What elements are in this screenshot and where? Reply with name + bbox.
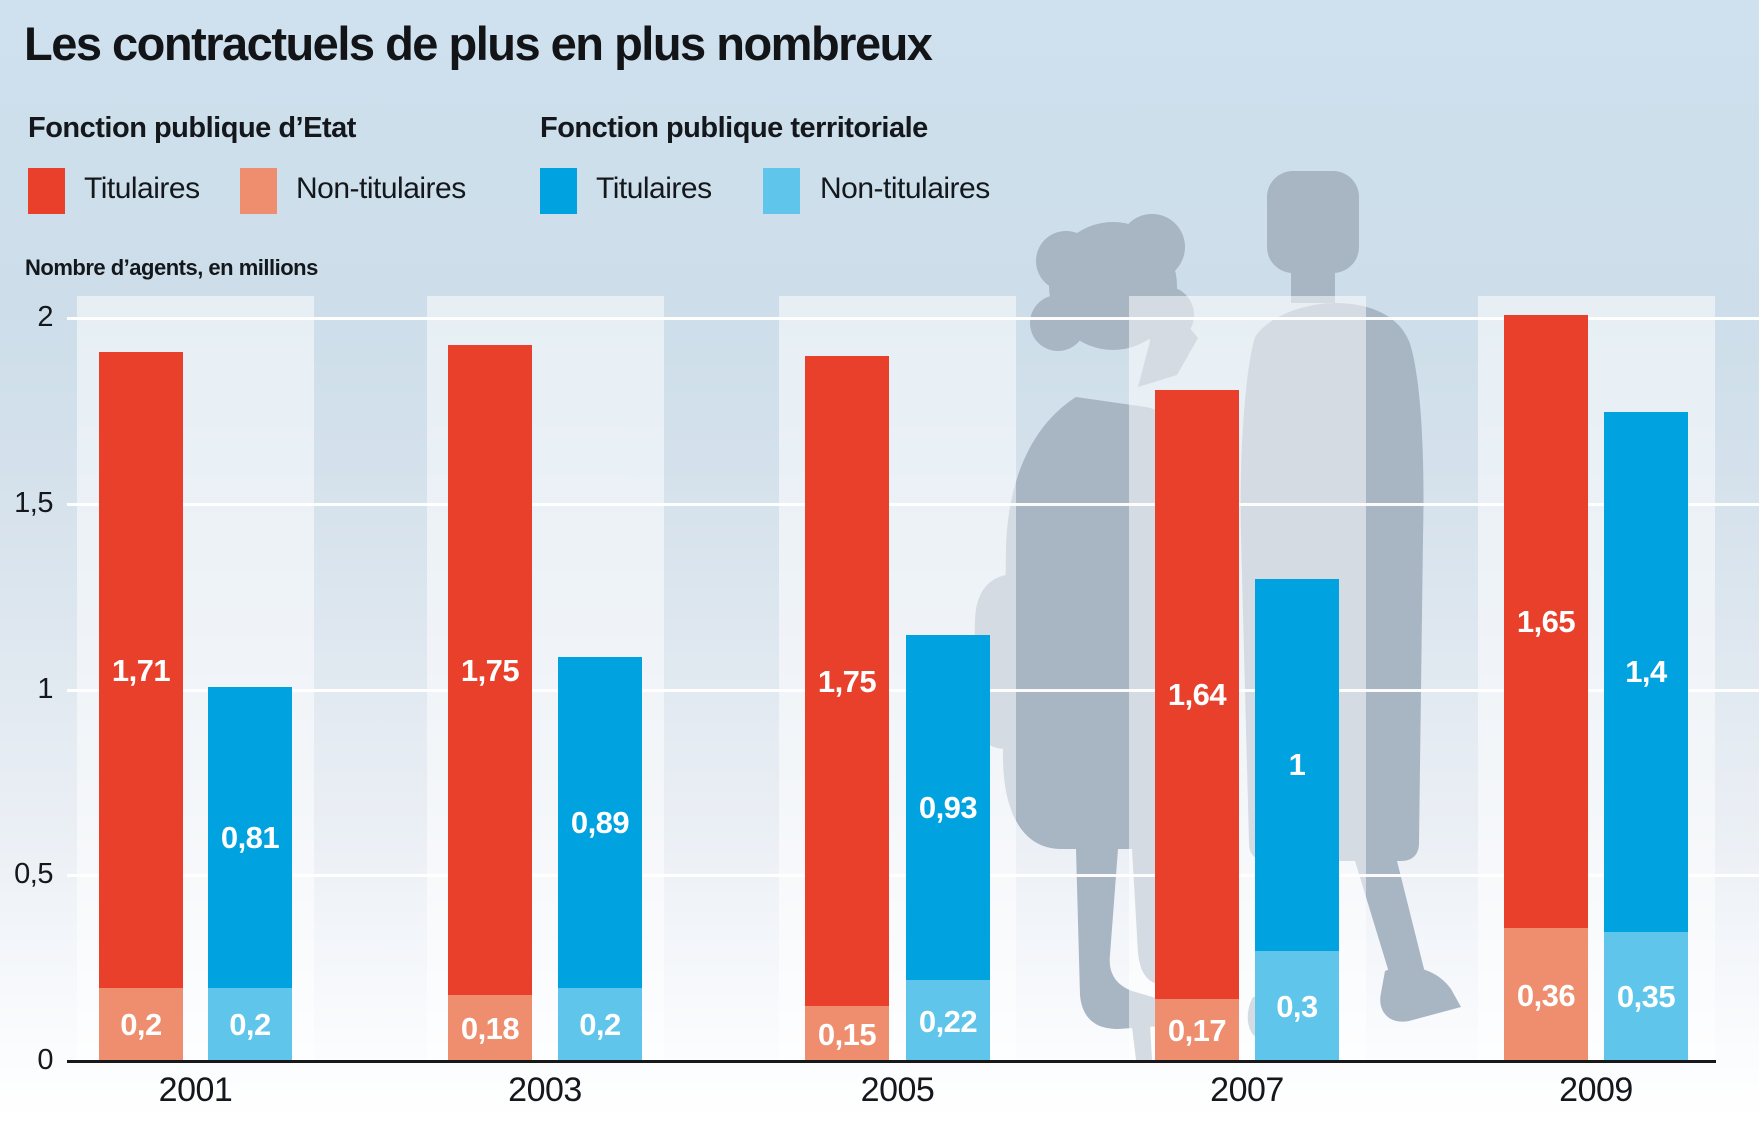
segment-etat-titulaires-2001: 1,71: [99, 352, 183, 988]
woman-hair-curl: [1036, 231, 1096, 291]
man-front-leg: [1355, 861, 1425, 979]
bar-value-label: 1,71: [111, 652, 171, 688]
x-axis-label-2003: 2003: [508, 1071, 582, 1109]
bar-territoriale-2009: 1,4 0,35: [1604, 411, 1688, 1062]
bar-etat-2003: 1,75 0,18: [448, 345, 532, 1062]
bar-value-label: 0,18: [460, 1011, 520, 1047]
segment-territoriale-titulaires-2003: 0,89: [558, 657, 642, 988]
segment-territoriale-titulaires-2005: 0,93: [906, 634, 990, 981]
bar-value-label: 1,64: [1167, 676, 1227, 712]
y-axis-label-0: 0: [37, 1044, 53, 1076]
legend-group-territoriale-header: Fonction publique territoriale: [540, 112, 928, 144]
segment-etat-non-titulaires-2001: 0,2: [99, 987, 183, 1062]
legend-group-etat-header: Fonction publique d’Etat: [28, 112, 356, 144]
bar-value-label: 0,3: [1276, 988, 1318, 1024]
x-axis-label-2009: 2009: [1559, 1071, 1633, 1109]
bar-etat-2001: 1,71 0,2: [99, 352, 183, 1062]
bar-value-label: 0,15: [817, 1016, 877, 1052]
woman-hair-curl: [1030, 295, 1086, 351]
bar-value-label: 0,2: [229, 1007, 271, 1043]
legend-label-etat-non-titulaires: Non-titulaires: [296, 172, 466, 205]
bar-value-label: 0,89: [570, 804, 630, 840]
x-axis-label-2007: 2007: [1210, 1071, 1284, 1109]
bar-territoriale-2001: 0,81 0,2: [208, 686, 292, 1062]
y-axis-label-1: 1: [37, 672, 53, 705]
bar-value-label: 0,22: [918, 1003, 978, 1039]
x-axis-label-2001: 2001: [158, 1071, 233, 1109]
legend-label-territoriale-non-titulaires: Non-titulaires: [820, 172, 990, 205]
legend-swatch-territoriale-non-titulaires: [763, 168, 800, 214]
segment-etat-titulaires-2009: 1,65: [1504, 315, 1588, 929]
segment-territoriale-non-titulaires-2001: 0,2: [208, 987, 292, 1062]
bar-value-label: 1: [1288, 747, 1306, 783]
segment-etat-titulaires-2003: 1,75: [448, 345, 532, 996]
y-axis-label-0,5: 0,5: [14, 858, 53, 891]
bar-etat-2009: 1,65 0,36: [1504, 315, 1588, 1062]
bar-value-label: 0,35: [1616, 979, 1676, 1015]
woman-front-leg-boot: [1076, 849, 1188, 1029]
gridline-2: [67, 317, 1759, 320]
bar-value-label: 0,2: [579, 1007, 621, 1043]
segment-etat-titulaires-2007: 1,64: [1155, 389, 1239, 999]
segment-etat-non-titulaires-2007: 0,17: [1155, 998, 1239, 1062]
segment-territoriale-non-titulaires-2007: 0,3: [1255, 950, 1339, 1062]
page-title: Les contractuels de plus en plus nombreu…: [24, 17, 933, 70]
segment-etat-titulaires-2005: 1,75: [805, 356, 889, 1007]
bar-value-label: 0,93: [918, 790, 978, 826]
segment-territoriale-titulaires-2001: 0,81: [208, 686, 292, 988]
bar-etat-2007: 1,64 0,17: [1155, 389, 1239, 1062]
legend-swatch-territoriale-titulaires: [540, 168, 577, 214]
bar-value-label: 1,75: [460, 652, 520, 688]
segment-etat-non-titulaires-2005: 0,15: [805, 1006, 889, 1062]
y-axis-label-2: 2: [37, 301, 53, 333]
x-axis-label-2005: 2005: [860, 1071, 935, 1109]
bar-territoriale-2005: 0,93 0,22: [906, 634, 990, 1062]
x-axis-line: [67, 1060, 1716, 1063]
segment-territoriale-non-titulaires-2009: 0,35: [1604, 931, 1688, 1062]
bar-territoriale-2007: 1 0,3: [1255, 579, 1339, 1062]
bar-value-label: 0,36: [1516, 977, 1576, 1013]
bar-value-label: 0,17: [1167, 1012, 1227, 1048]
legend-swatch-etat-non-titulaires: [240, 168, 277, 214]
legend-swatch-etat-titulaires: [28, 168, 65, 214]
bar-value-label: 1,75: [817, 663, 877, 699]
legend-label-territoriale-titulaires: Titulaires: [596, 172, 712, 205]
segment-etat-non-titulaires-2009: 0,36: [1504, 928, 1588, 1062]
bar-value-label: 1,65: [1516, 604, 1576, 640]
y-axis-label-1,5: 1,5: [14, 486, 53, 519]
bar-value-label: 1,4: [1625, 654, 1667, 690]
segment-territoriale-titulaires-2007: 1: [1255, 579, 1339, 951]
bar-territoriale-2003: 0,89 0,2: [558, 657, 642, 1062]
segment-etat-non-titulaires-2003: 0,18: [448, 995, 532, 1062]
bar-etat-2005: 1,75 0,15: [805, 356, 889, 1062]
bar-value-label: 0,2: [120, 1007, 162, 1043]
gridline-1,5: [67, 502, 1759, 506]
y-axis-note: Nombre d’agents, en millions: [25, 255, 318, 280]
legend-label-etat-titulaires: Titulaires: [84, 172, 200, 205]
segment-territoriale-non-titulaires-2005: 0,22: [906, 980, 990, 1062]
segment-territoriale-non-titulaires-2003: 0,2: [558, 987, 642, 1062]
woman-hair-curl: [1119, 214, 1185, 280]
bar-value-label: 0,81: [220, 819, 280, 855]
man-head: [1267, 171, 1359, 273]
man-front-shoe: [1380, 966, 1461, 1022]
segment-territoriale-titulaires-2009: 1,4: [1604, 411, 1688, 932]
